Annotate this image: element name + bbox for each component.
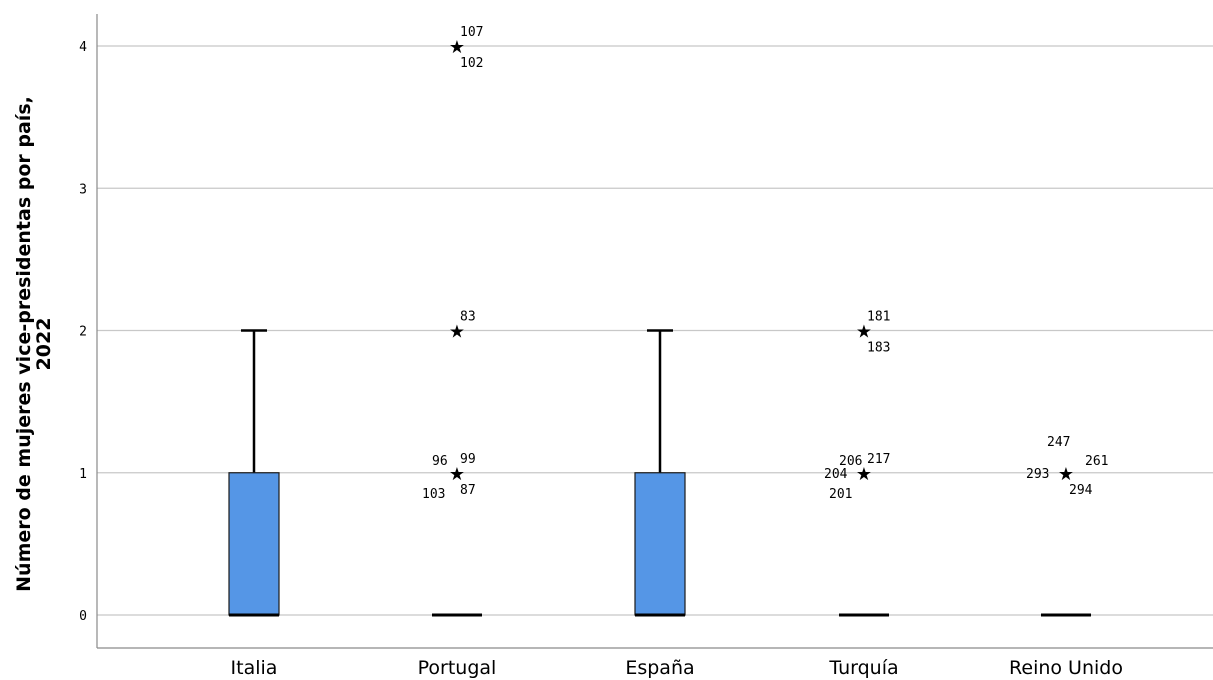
- outlier-case-label: 99: [460, 452, 476, 467]
- outlier-marker: ★: [449, 464, 465, 485]
- iqr-box: [634, 472, 686, 616]
- y-axis-title-line1: Número de mujeres vice-presidentas por p…: [13, 96, 35, 592]
- outlier-marker: ★: [449, 37, 465, 58]
- outlier-case-label: 87: [460, 483, 476, 498]
- category-label: Turquía: [828, 657, 898, 679]
- outlier-marker: ★: [856, 322, 872, 343]
- outlier-case-label: 103: [422, 487, 445, 502]
- outlier-group: ★107 102: [449, 25, 484, 71]
- outlier-case-label: 247: [1047, 435, 1070, 450]
- outlier-case-label: 83: [460, 310, 476, 325]
- outlier-group: ★181 183: [856, 310, 891, 356]
- y-tick-label: 1: [79, 467, 87, 482]
- outlier-case-label: 201: [829, 487, 852, 502]
- category-label: España: [625, 657, 694, 679]
- boxes: [228, 329, 1091, 617]
- y-tick-label: 2: [79, 325, 87, 340]
- y-tick-label: 4: [79, 40, 87, 55]
- outlier-case-label: 183: [867, 341, 890, 356]
- y-tick-label: 0: [79, 609, 87, 624]
- category-labels: Italia Portugal España Turquía Reino Unido: [231, 657, 1123, 679]
- outlier-case-label: 102: [460, 56, 483, 71]
- outlier-group: ★ 247 293 261 294: [1026, 435, 1108, 498]
- outlier-group: ★83: [449, 310, 476, 343]
- outlier-marker: ★: [449, 322, 465, 343]
- outlier-group: ★206 217 204 201: [824, 452, 890, 502]
- y-axis-title-line2: 2022: [33, 318, 55, 371]
- iqr-box: [228, 472, 280, 616]
- outlier-case-label: 217: [867, 452, 890, 467]
- outlier-case-label: 294: [1069, 483, 1093, 498]
- outlier-case-label: 96: [432, 454, 448, 469]
- outlier-marker: ★: [1058, 464, 1074, 485]
- outlier-case-label: 204: [824, 467, 848, 482]
- y-tick-label: 3: [79, 182, 87, 197]
- category-label: Portugal: [418, 657, 497, 679]
- category-label: Reino Unido: [1009, 657, 1123, 679]
- axes: [96, 14, 1213, 649]
- box-españa: [634, 329, 686, 617]
- outlier-case-label: 261: [1085, 454, 1108, 469]
- y-axis-title: Número de mujeres vice-presidentas por p…: [13, 96, 55, 592]
- box-italia: [228, 329, 280, 617]
- outlier-marker: ★: [856, 464, 872, 485]
- y-tick-labels: 0 1 2 3 4: [79, 40, 87, 624]
- outlier-case-label: 107: [460, 25, 483, 40]
- outlier-case-label: 293: [1026, 467, 1049, 482]
- category-label: Italia: [231, 657, 278, 679]
- outlier-case-label: 206: [839, 454, 862, 469]
- outlier-case-label: 181: [867, 310, 890, 325]
- outlier-group: ★96 99 103 87: [422, 452, 476, 502]
